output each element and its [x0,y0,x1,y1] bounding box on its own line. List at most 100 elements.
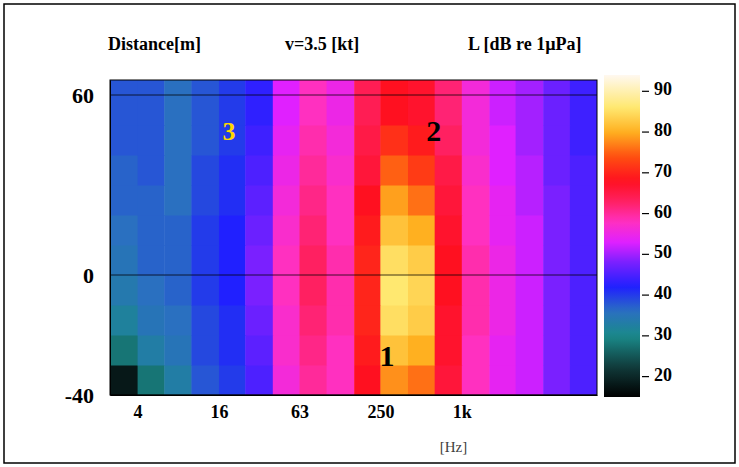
x-axis-title: [Hz] [440,439,467,455]
heatmap-cell [489,365,516,395]
heatmap-cell [245,155,273,186]
heatmap-cell [462,125,490,156]
heatmap-cell [380,305,408,336]
heatmap-cell [516,365,544,395]
heatmap-cell [543,215,570,246]
heatmap-cell [273,215,300,246]
y-tick-label: 60 [72,83,94,108]
heatmap-cell [354,275,381,306]
heatmap-cell [570,80,597,126]
colorbar [604,75,640,397]
heatmap-cell [110,80,138,126]
x-tick: 250 [367,395,394,422]
heatmap-cell [408,185,435,216]
heatmap-cell [462,155,490,186]
heatmap-cell [435,275,463,306]
heatmap-cell [164,185,192,216]
outer-frame [4,4,735,463]
heatmap-cell [380,80,408,126]
grid [110,95,597,395]
heatmap-cell [435,305,463,336]
heatmap-cell [191,335,219,366]
heatmap-cell [570,215,597,246]
heatmap-cell [110,185,138,216]
colorbar-tick [642,172,649,173]
y-tick: 60 [72,83,110,108]
x-tick-label: 63 [291,402,309,422]
heatmap-cell [462,185,490,216]
y-tick: 0 [83,263,110,288]
heatmap-cell [489,245,516,276]
heatmap-cell [164,365,192,395]
colorbar-tick-label: 90 [654,79,672,99]
heatmap-cell [408,215,435,246]
heatmap-cell [489,185,516,216]
heatmap-cell [164,335,192,366]
heatmap-cell [245,185,273,216]
x-tick-label: 1k [453,402,472,422]
heatmap-cell [327,245,355,276]
heatmap-cell [462,245,490,276]
heatmap-cell [191,275,219,306]
heatmap-cell [327,125,355,156]
heatmap-cell [408,275,435,306]
heatmap-cell [164,155,192,186]
heatmap-cell [327,365,355,395]
x-tick: 63 [291,395,309,422]
heatmap-cell [380,275,408,306]
colorbar-tick [642,213,649,214]
heatmap-cell [354,215,381,246]
heatmap-cell [110,275,138,306]
heatmap-cell [489,275,516,306]
colorbar-tick [642,131,649,132]
colorbar-tick-label: 80 [654,120,672,140]
heatmap-cell [138,215,165,246]
heatmap-cell [138,365,165,395]
colorbar-tick [642,376,649,377]
heatmap-cell [299,155,327,186]
heatmap-cell [354,245,381,276]
annotation: 3 [223,117,236,146]
heatmap-cell [110,335,138,366]
heatmap-cell [138,305,165,336]
heatmap-cell [273,155,300,186]
colorbar-tick-label: 70 [654,161,672,181]
heatmap-cell [219,305,246,336]
heatmap-cell [245,275,273,306]
heatmap-cell [570,275,597,306]
heatmap-cell [543,335,570,366]
heatmap-cell [462,335,490,366]
heatmap-cell [543,305,570,336]
heatmap-cell [435,245,463,276]
heatmap-cell [489,305,516,336]
heatmap-cell [570,245,597,276]
colorbar-tick [642,335,649,336]
heatmap-cell [299,335,327,366]
x-tick: 4 [134,395,143,422]
heatmap-cell [354,305,381,336]
x-tick: 16 [210,395,228,422]
heatmap-cell [354,155,381,186]
heatmap-cell [570,335,597,366]
heatmap-cell [489,335,516,366]
heatmap-cell [299,245,327,276]
x-tick-label: 4 [134,402,143,422]
y-axis-title: Distance[m] [108,34,201,54]
colorbar-tick-label: 30 [654,324,672,344]
x-tick: 1k [453,395,472,422]
heatmap-cell [299,80,327,126]
heatmap-cell [435,335,463,366]
heatmap-cell [191,185,219,216]
heatmap-cell [570,125,597,156]
heatmap-cell [245,305,273,336]
colorbar-title: L [dB re 1µPa] [468,34,582,54]
heatmap-cell [435,155,463,186]
heatmap-cell [191,155,219,186]
heatmap-cell [138,125,165,156]
heatmap-cell [191,215,219,246]
heatmap-cell [543,185,570,216]
heatmap-cell [299,125,327,156]
heatmap-cell [245,215,273,246]
heatmap-cell [516,215,544,246]
heatmap-cell [327,275,355,306]
